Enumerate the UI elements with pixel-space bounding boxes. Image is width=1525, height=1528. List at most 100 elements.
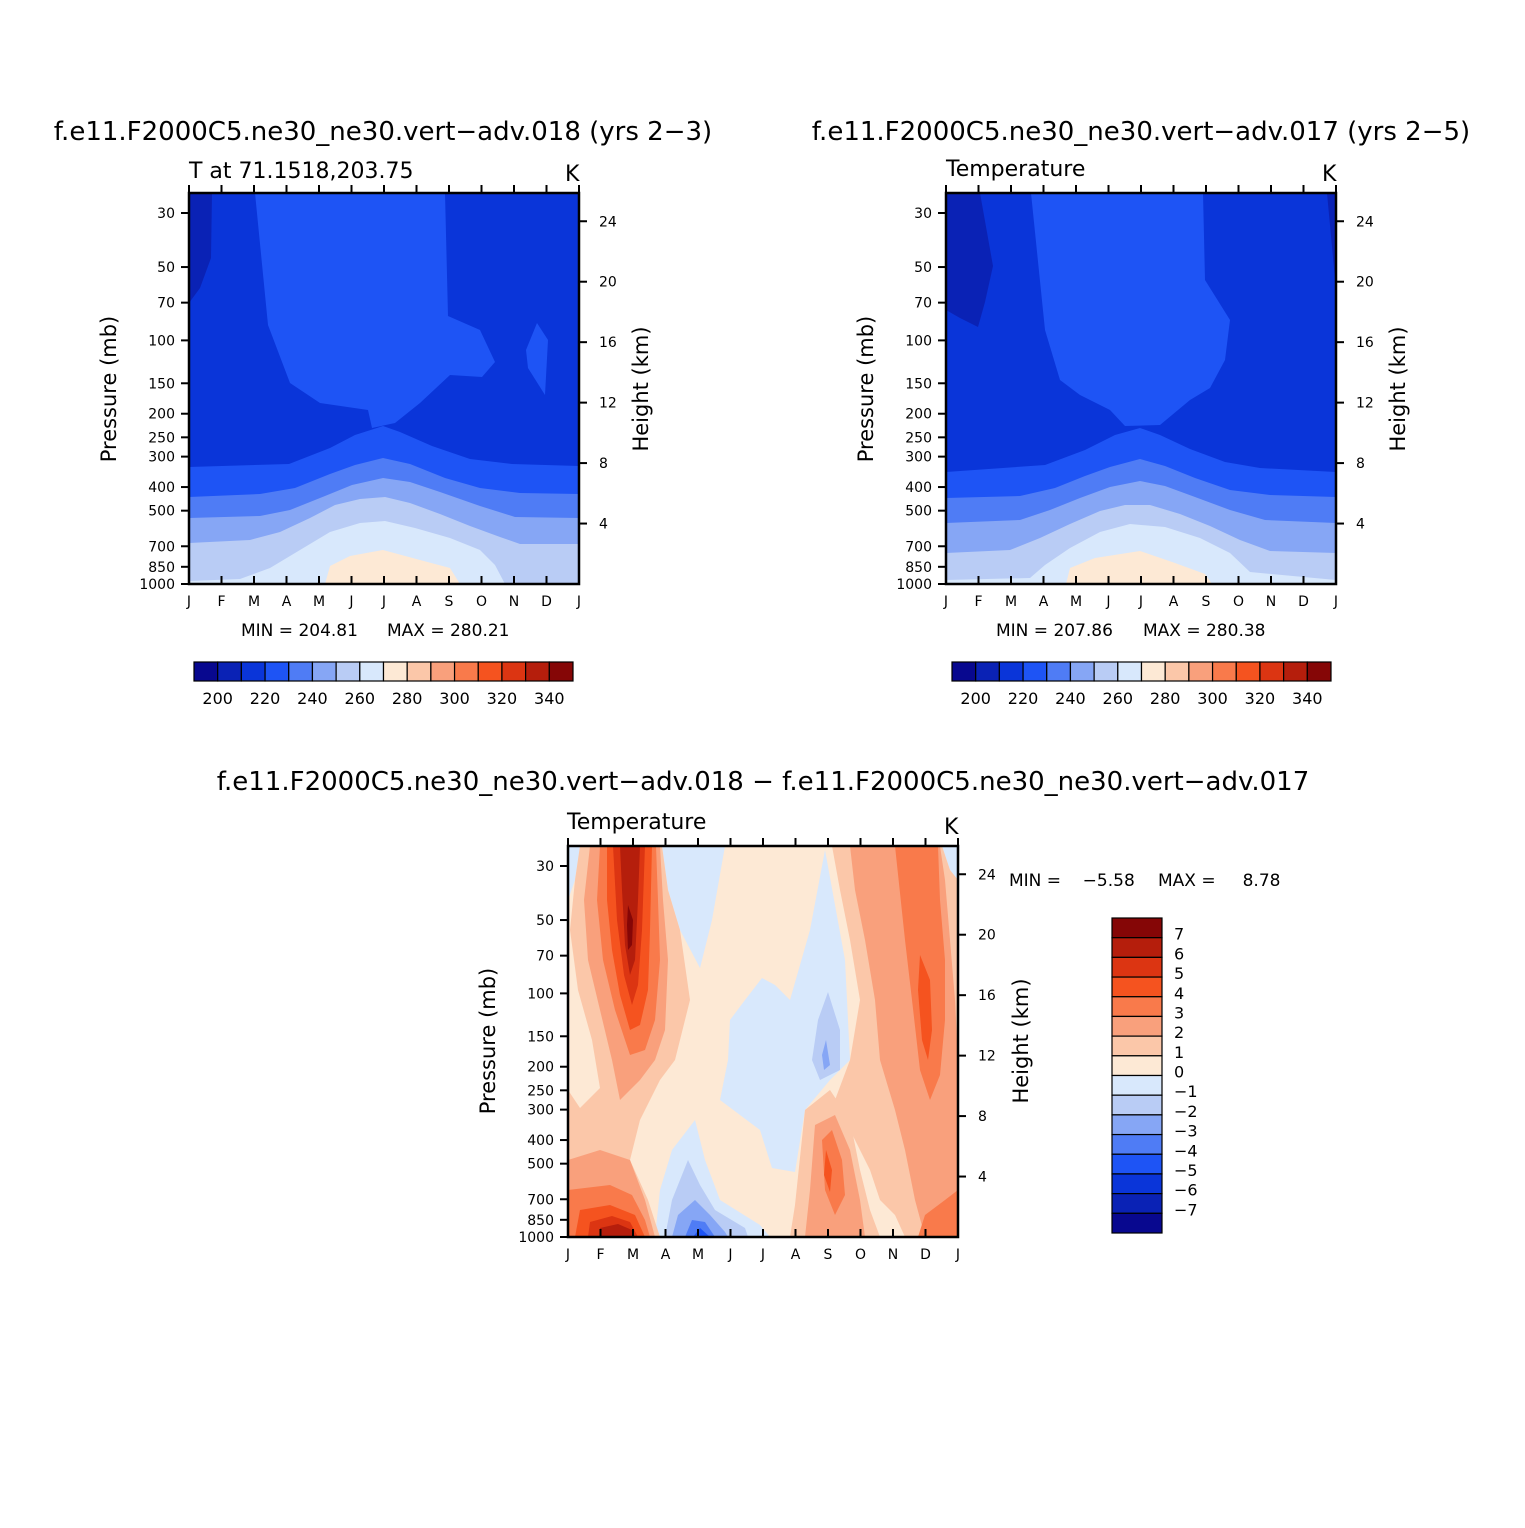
y-right-tick-label: 12: [599, 396, 617, 412]
x-tick-label: J: [1138, 594, 1143, 610]
x-tick-label: J: [760, 1247, 765, 1263]
colorbar-swatch: [382, 661, 408, 682]
x-tick-label: M: [627, 1247, 639, 1263]
colorbar-label: 320: [1245, 689, 1276, 708]
colorbar-label: 260: [1103, 689, 1134, 708]
panel-c-ticks: J F M A M J J A S O N D J 30 50 70 100 150 200 250 300 400 500…: [518, 838, 996, 1263]
panel-c-contour-field: [568, 846, 958, 1237]
colorbar-label: 340: [534, 689, 565, 708]
panel-c-contour-neg-bottom3: [672, 1200, 728, 1237]
panel-c-contour-neg-mid3: [822, 1040, 830, 1070]
x-tick-label: F: [596, 1247, 604, 1263]
colorbar-swatch: [311, 661, 337, 682]
x-tick-label: M: [692, 1247, 704, 1263]
x-tick-label: N: [888, 1247, 898, 1263]
panel-c-min: MIN = −5.58: [1009, 871, 1135, 891]
y-right-tick-label: 20: [599, 275, 617, 291]
x-tick-label: O: [476, 594, 487, 610]
colorbar-swatch: [1259, 661, 1285, 682]
panel-b-left-string: Temperature: [945, 157, 1085, 182]
panel-c-contour-pos4-right: [918, 955, 932, 1060]
colorbar-swatch: [525, 661, 550, 682]
colorbar-label: −1: [1174, 1082, 1198, 1101]
colorbar-label: 220: [1008, 689, 1039, 708]
colorbar-swatch: [1046, 661, 1072, 682]
colorbar-label: 5: [1174, 964, 1184, 983]
panel-c-contour-pos3-right-low: [822, 1130, 845, 1215]
y-tick-label: 250: [527, 1083, 554, 1099]
x-tick-label: J: [186, 594, 191, 610]
panel-c-contour-neg-mid2: [812, 992, 840, 1080]
y-tick-label: 100: [905, 333, 932, 349]
panel-b-contour-field: [946, 193, 1336, 584]
colorbar-swatch: [1111, 1035, 1163, 1057]
x-tick-label: A: [791, 1247, 801, 1263]
panel-c-contour-neg-left: [568, 846, 580, 900]
x-tick-label: J: [727, 1247, 732, 1263]
panel-c-contour-pos7-left: [627, 905, 633, 950]
y-tick-label: 30: [914, 206, 932, 222]
y-tick-label: 70: [157, 296, 175, 312]
colorbar-swatch: [1093, 661, 1119, 682]
panel-c-left-string: Temperature: [566, 810, 706, 835]
panel-c-contour-neg-top: [662, 846, 725, 968]
colorbar-swatch: [548, 661, 574, 682]
panel-c-contour-pos6-lowleft: [600, 1224, 635, 1237]
colorbar-label: 3: [1174, 1003, 1184, 1022]
y-tick-label: 300: [527, 1103, 554, 1119]
y-tick-label: 400: [527, 1133, 554, 1149]
panel-a-units: K: [565, 162, 580, 187]
colorbar-label: −5: [1174, 1161, 1198, 1180]
colorbar-label: 260: [345, 689, 376, 708]
x-tick-label: M: [313, 594, 325, 610]
x-tick-label: N: [509, 594, 519, 610]
y-right-tick-label: 8: [1356, 456, 1365, 472]
y-right-tick-label: 24: [599, 214, 617, 230]
y-right-tick-label: 20: [1356, 275, 1374, 291]
y-tick-label: 700: [527, 1192, 554, 1208]
panel-b-contour-warm: [1066, 551, 1212, 584]
x-tick-label: M: [1005, 594, 1017, 610]
colorbar-swatch: [193, 661, 219, 682]
y-right-tick-label: 4: [1356, 517, 1365, 533]
panel-b-ylabel-right: Height (km): [1386, 326, 1410, 451]
y-tick-label: 250: [905, 430, 932, 446]
colorbar-label: 2: [1174, 1023, 1184, 1042]
y-tick-label: 1000: [896, 577, 932, 593]
colorbar-label: 200: [202, 689, 233, 708]
colorbar-label: 6: [1174, 944, 1184, 963]
y-right-tick-label: 24: [978, 867, 996, 883]
panel-b-colorbar: 200 220 240 260 280 300 320 340: [951, 661, 1332, 708]
panel-b: f.e11.F2000C5.ne30_ne30.vert−adv.017 (yr…: [812, 117, 1470, 708]
colorbar-label: 220: [250, 689, 281, 708]
y-tick-label: 50: [536, 913, 554, 929]
panel-b-ylabel: Pressure (mb): [854, 316, 878, 463]
panel-b-units: K: [1322, 162, 1337, 187]
colorbar-swatch: [1111, 1055, 1163, 1077]
panel-b-ticks: J F M A M J J A S O N D J 30 50 70 100 150 200 250 300 400 500…: [896, 185, 1374, 610]
panel-c: f.e11.F2000C5.ne30_ne30.vert−adv.018 − f…: [217, 767, 1309, 1263]
colorbar-label: 300: [439, 689, 470, 708]
x-tick-label: O: [855, 1247, 866, 1263]
panel-a-min: MIN = 204.81: [241, 621, 358, 641]
panel-c-contour-neg-mid: [720, 850, 850, 1172]
y-tick-label: 300: [905, 450, 932, 466]
x-tick-label: M: [248, 594, 260, 610]
colorbar-swatch: [975, 661, 1000, 682]
panel-c-contour-neg-right: [942, 846, 958, 880]
y-tick-label: 70: [914, 296, 932, 312]
x-tick-label: J: [348, 594, 353, 610]
colorbar-label: 280: [1150, 689, 1181, 708]
panel-c-ylabel-right: Height (km): [1009, 978, 1033, 1103]
y-tick-label: 200: [527, 1060, 554, 1076]
y-tick-label: 100: [527, 986, 554, 1002]
colorbar-swatch: [1117, 661, 1143, 682]
colorbar-swatch: [430, 661, 456, 682]
colorbar-swatch: [1111, 1015, 1163, 1037]
panel-a-contour-patch: [526, 323, 548, 395]
colorbar-label: 240: [297, 689, 328, 708]
y-tick-label: 700: [148, 539, 175, 555]
y-right-tick-label: 16: [599, 335, 617, 351]
y-right-tick-label: 8: [978, 1109, 987, 1125]
